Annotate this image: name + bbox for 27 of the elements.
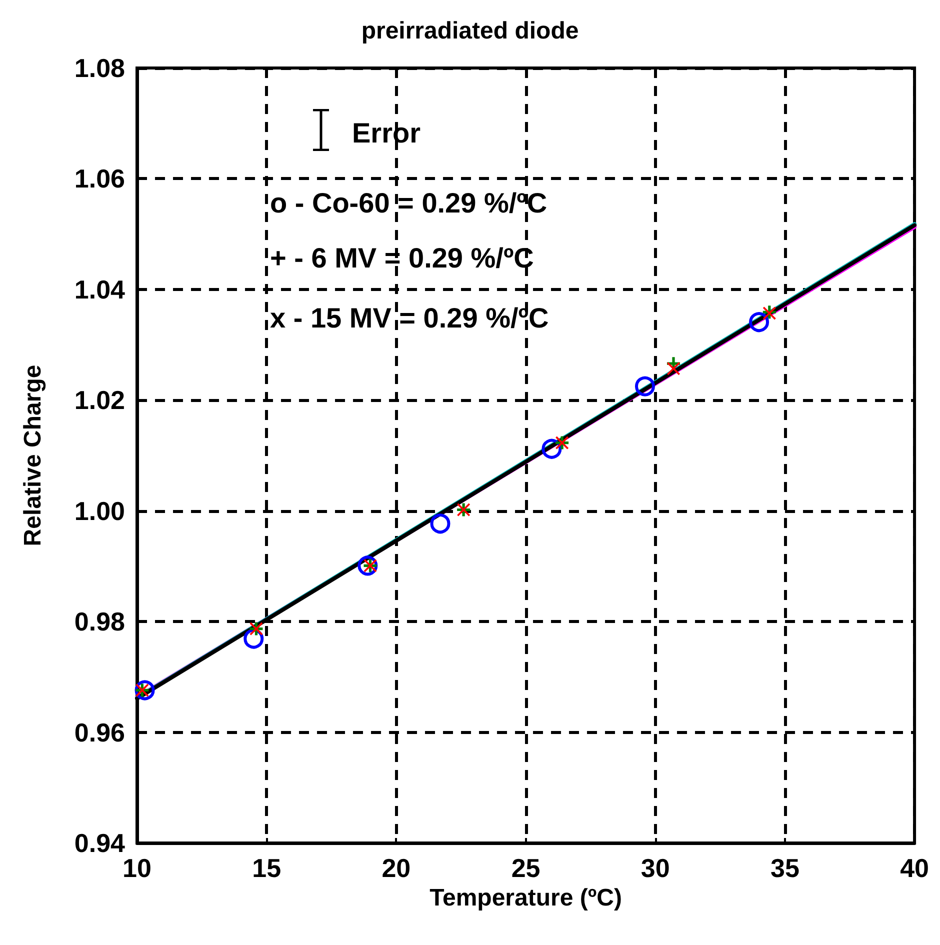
annotation: Error [352, 118, 421, 148]
annotation: o - Co-60 = 0.29 %/ºC [270, 188, 548, 218]
point [134, 680, 155, 700]
y-tick-label: 1.02 [74, 385, 125, 416]
point [667, 362, 680, 376]
point [430, 514, 450, 534]
x-tick-label: 40 [900, 853, 929, 883]
point [358, 556, 378, 576]
chart-title: preirradiated diode [361, 18, 579, 44]
point [749, 312, 770, 332]
y-tick-label: 1.04 [74, 274, 126, 304]
y-tick-label: 1.08 [74, 53, 125, 83]
y-tick-label: 0.96 [74, 717, 125, 748]
y-axis-title: Relative Charge [20, 364, 46, 546]
x-tick-label: 20 [382, 853, 411, 883]
x-tick-label: 25 [511, 853, 540, 883]
y-tick-label: 0.98 [74, 606, 125, 637]
point [635, 376, 655, 396]
x-tick-label: 30 [640, 853, 670, 883]
annotation: x - 15 MV = 0.29 %/ºC [270, 302, 549, 334]
point [244, 628, 264, 649]
y-tick-label: 1.06 [74, 164, 125, 194]
y-tick-label: 1.00 [74, 496, 125, 526]
x-tick-label: 15 [252, 853, 282, 883]
x-tick-label: 35 [770, 853, 800, 883]
x-axis-title: Temperature (ºC) [430, 884, 622, 912]
point [542, 438, 562, 459]
